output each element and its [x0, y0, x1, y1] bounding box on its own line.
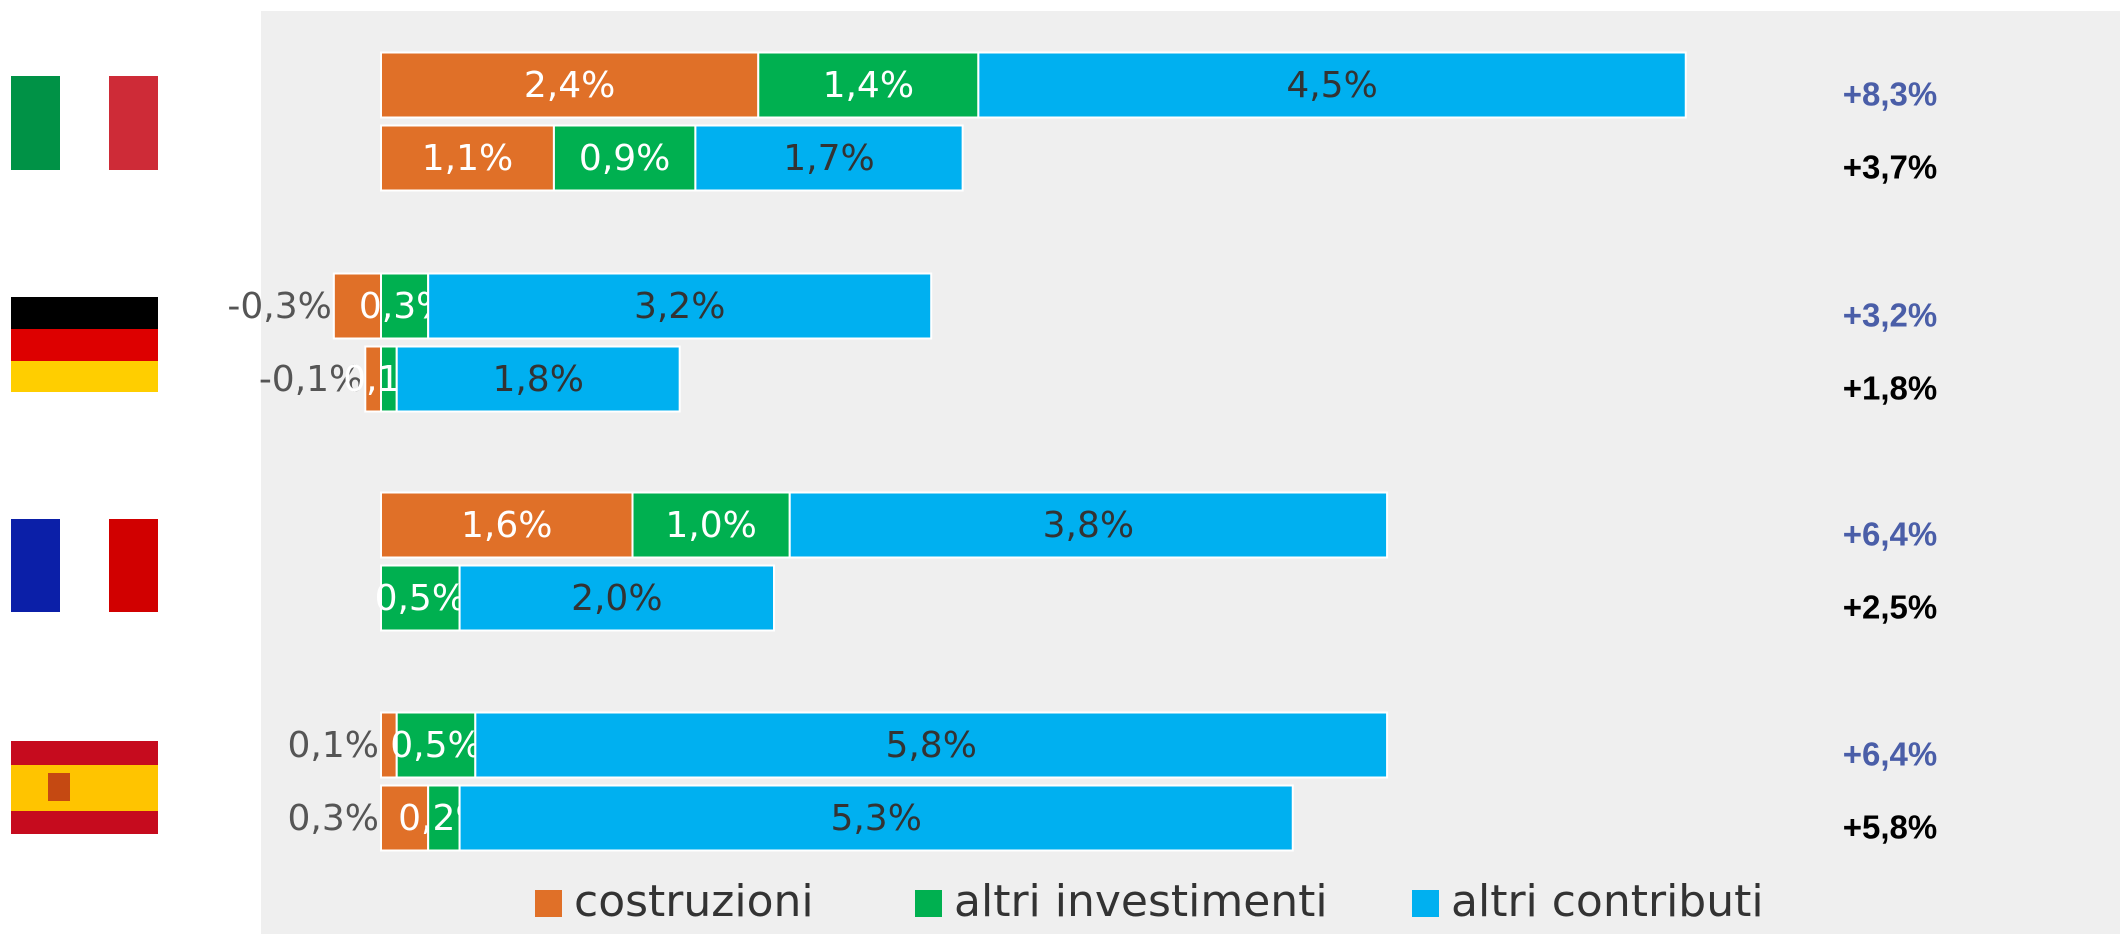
value-label: 1,4%: [823, 65, 914, 106]
value-label: 2,4%: [524, 65, 615, 106]
flag-spain: [11, 741, 158, 834]
value-label: -0,3%: [227, 286, 331, 327]
total-label: +6,4%: [1843, 736, 1938, 773]
total-label: +8,3%: [1843, 76, 1938, 113]
bar-segment: [458, 784, 1294, 852]
bar-segment: [977, 51, 1687, 119]
flag-italy: [11, 76, 158, 170]
total-label: +5,8%: [1843, 809, 1938, 846]
value-label: 3,8%: [1043, 505, 1134, 546]
value-label: 5,3%: [830, 798, 921, 839]
value-label: 1,6%: [461, 505, 552, 546]
legend-label: costruzioni: [574, 876, 814, 927]
total-label: +3,7%: [1843, 149, 1938, 186]
bar-segment: [474, 711, 1389, 779]
bar-segment: [395, 711, 477, 779]
value-label: 1,1%: [422, 138, 513, 179]
total-label: +6,4%: [1843, 516, 1938, 553]
bar-segment: [427, 272, 933, 340]
bar-segment: [458, 564, 775, 632]
value-label: 0,3%: [288, 798, 379, 839]
bar-segment: [694, 124, 964, 192]
value-label: 1,0%: [665, 505, 756, 546]
value-label: 0,5%: [390, 725, 481, 766]
legend-label: altri contributi: [1451, 876, 1764, 927]
bar-segment: [631, 491, 791, 559]
bar-segment: [788, 491, 1389, 559]
value-label: -0,1%: [259, 359, 363, 400]
total-label: +3,2%: [1843, 297, 1938, 334]
bar-segment: [552, 124, 697, 192]
value-label: 1,7%: [783, 138, 874, 179]
legend-swatch: [915, 890, 942, 917]
value-label: 2,0%: [571, 578, 662, 619]
bar-segment: [380, 51, 760, 119]
bar-segment: [380, 124, 555, 192]
value-label: 1,8%: [492, 359, 583, 400]
flag-france: [11, 519, 158, 612]
total-label: +1,8%: [1843, 370, 1938, 407]
bar-segment: [757, 51, 980, 119]
bar-segment: [395, 345, 681, 413]
value-label: 3,2%: [634, 286, 725, 327]
value-label: 4,5%: [1286, 65, 1377, 106]
legend-label: altri investimenti: [954, 876, 1328, 927]
value-label: 0,1%: [288, 725, 379, 766]
value-label: 0,5%: [375, 578, 466, 619]
legend-swatch: [1412, 890, 1439, 917]
bar-segment: [427, 784, 461, 852]
value-label: 0,9%: [579, 138, 670, 179]
total-label: +2,5%: [1843, 589, 1938, 626]
flag-germany: [11, 297, 158, 392]
bar-segment: [380, 272, 430, 340]
legend-swatch: [535, 890, 562, 917]
value-label: 5,8%: [885, 725, 976, 766]
